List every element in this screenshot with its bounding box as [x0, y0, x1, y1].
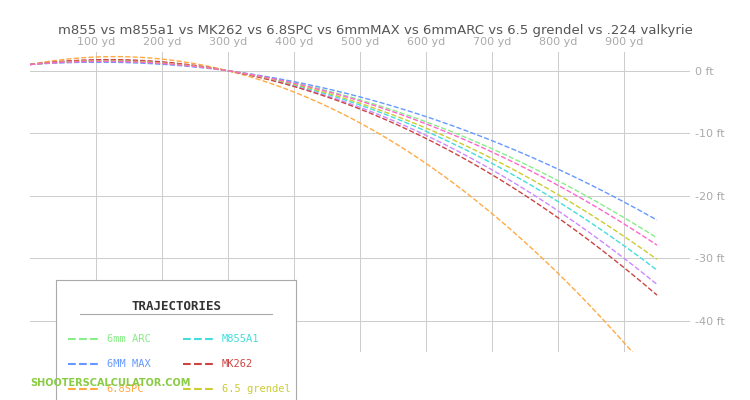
Text: 6.5 grendel: 6.5 grendel [222, 384, 290, 394]
Text: MK262: MK262 [222, 359, 253, 369]
Text: m855 vs m855a1 vs MK262 vs 6.8SPC vs 6mmMAX vs 6mmARC vs 6.5 grendel vs .224 val: m855 vs m855a1 vs MK262 vs 6.8SPC vs 6mm… [58, 24, 692, 37]
Text: 6mm ARC: 6mm ARC [106, 334, 151, 344]
Text: 6MM MAX: 6MM MAX [106, 359, 151, 369]
Text: SHOOTERSCALCULATOR.COM: SHOOTERSCALCULATOR.COM [30, 378, 190, 388]
Text: TRAJECTORIES: TRAJECTORIES [131, 300, 221, 313]
Text: M855A1: M855A1 [222, 334, 260, 344]
Text: 6.8SPC: 6.8SPC [106, 384, 144, 394]
